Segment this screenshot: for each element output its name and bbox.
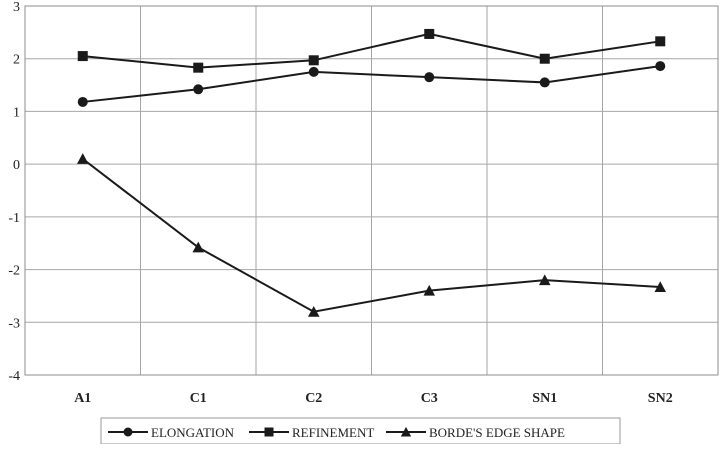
legend-label: BORDE'S EDGE SHAPE xyxy=(429,425,565,440)
data-point xyxy=(424,72,435,83)
data-point xyxy=(424,28,435,39)
legend-entry: ELONGATION xyxy=(108,425,235,440)
legend-entry: REFINEMENT xyxy=(249,425,374,440)
data-point xyxy=(77,51,88,62)
data-point xyxy=(539,274,551,286)
y-tick-label: 2 xyxy=(13,53,20,68)
data-point xyxy=(539,77,550,88)
x-tick-label: A1 xyxy=(74,391,91,406)
legend-label: ELONGATION xyxy=(151,425,235,440)
legend-marker xyxy=(123,427,133,437)
y-tick-label: -2 xyxy=(8,264,20,279)
y-tick-label: -4 xyxy=(8,369,20,384)
legend-marker xyxy=(264,427,274,437)
series-2 xyxy=(77,28,666,73)
y-tick-label: 0 xyxy=(13,158,20,173)
y-axis-ticks: 3 2 1 0 -1 -2 -3 -4 xyxy=(8,0,20,384)
data-point xyxy=(193,62,204,73)
x-tick-label: C3 xyxy=(421,391,438,406)
plot-frame xyxy=(24,5,719,376)
grid xyxy=(24,5,719,376)
data-point xyxy=(192,241,204,253)
series-3 xyxy=(77,153,666,317)
data-point xyxy=(655,61,666,72)
series-group xyxy=(77,28,666,317)
series-line xyxy=(82,158,661,313)
legend-entry: BORDE'S EDGE SHAPE xyxy=(386,425,565,440)
data-point xyxy=(539,53,550,64)
x-tick-label: SN1 xyxy=(532,391,557,406)
data-point xyxy=(308,55,319,66)
legend: ELONGATION REFINEMENT BORDE'S EDGE SHAPE xyxy=(100,417,621,445)
legend-label: REFINEMENT xyxy=(292,425,374,440)
series-line xyxy=(82,65,661,103)
legend-marker xyxy=(400,426,412,437)
x-tick-label: C2 xyxy=(305,391,322,406)
y-tick-label: 3 xyxy=(13,0,20,15)
legend-box xyxy=(100,417,621,445)
x-tick-label: SN2 xyxy=(648,391,673,406)
y-tick-label: -1 xyxy=(8,211,20,226)
data-point xyxy=(308,305,320,317)
series-line xyxy=(82,32,661,69)
y-tick-label: 1 xyxy=(13,105,20,120)
y-tick-label: -3 xyxy=(8,316,20,331)
data-point xyxy=(654,281,666,292)
data-point xyxy=(423,284,435,296)
x-axis-ticks: A1 C1 C2 C3 SN1 SN2 xyxy=(74,391,673,406)
series-1 xyxy=(77,61,666,107)
data-point xyxy=(193,84,204,95)
data-point xyxy=(77,96,88,107)
x-tick-label: C1 xyxy=(190,391,207,406)
data-point xyxy=(308,66,319,77)
data-point xyxy=(655,36,666,47)
data-point xyxy=(77,153,89,164)
